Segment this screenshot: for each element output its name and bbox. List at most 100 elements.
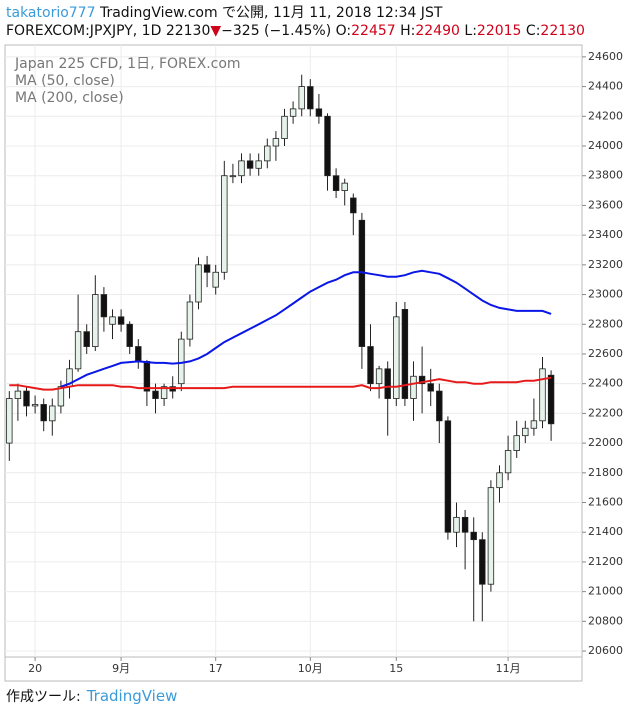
candle-body xyxy=(195,264,202,303)
candle-body xyxy=(504,450,512,474)
y-tick-label: 24600 xyxy=(588,50,623,63)
low-label: L: xyxy=(464,23,477,39)
candle-body xyxy=(461,516,469,533)
header: takatorio777 TradingView.com で公開, 11月 11… xyxy=(6,4,630,40)
candle-body xyxy=(135,346,142,362)
candle-body xyxy=(384,368,391,399)
y-tick-label: 22000 xyxy=(588,436,623,449)
x-tick-label: 10月 xyxy=(298,662,323,675)
y-tick-label: 22400 xyxy=(588,377,623,390)
candle-body xyxy=(522,427,529,437)
footer: 作成ツール: TradingView xyxy=(6,686,177,706)
candle-body xyxy=(6,398,13,444)
candle-body xyxy=(410,375,417,399)
candle-body xyxy=(186,301,194,340)
candle-body xyxy=(341,182,348,191)
ma-line xyxy=(9,376,552,391)
candle-body xyxy=(178,338,185,385)
symbol: FOREXCOM:JPXJPY, 1D xyxy=(6,23,162,39)
candle-body xyxy=(109,316,116,325)
candle-body xyxy=(358,219,366,347)
candle-body xyxy=(74,331,82,370)
x-axis-frame xyxy=(4,656,583,682)
candle-body xyxy=(272,138,280,147)
high: 22490 xyxy=(415,23,460,39)
candle-body xyxy=(281,115,288,139)
candle-body xyxy=(444,420,452,533)
price: 22130 xyxy=(165,23,211,39)
y-tick-label: 23800 xyxy=(588,169,623,182)
candle-body xyxy=(117,316,125,325)
candle-body xyxy=(487,487,495,585)
candle-body xyxy=(470,531,477,541)
candle-body xyxy=(315,108,323,117)
y-tick-label: 21200 xyxy=(588,555,623,568)
candle-body xyxy=(539,368,546,422)
candle-body xyxy=(23,390,30,407)
y-tick-label: 22800 xyxy=(588,317,623,330)
y-tick-label: 21400 xyxy=(588,525,623,538)
candle-body xyxy=(152,390,159,399)
candle-body xyxy=(255,160,262,169)
ma-line xyxy=(60,269,552,388)
high-label: H: xyxy=(400,23,416,39)
candle-body xyxy=(289,108,297,117)
y-tick-label: 22200 xyxy=(588,406,623,419)
legend-entry: MA (50, close) xyxy=(15,73,115,89)
close: 22130 xyxy=(540,23,585,39)
candle-body xyxy=(31,404,39,407)
candle-body xyxy=(203,264,211,273)
arrow: ▼ xyxy=(210,23,222,39)
plot-frame xyxy=(4,44,583,658)
chart: 20600 20800 21000 21200 21400 21600 21800 22000… xyxy=(4,44,623,682)
header-line-1: takatorio777 TradingView.com で公開, 11月 11… xyxy=(6,4,630,22)
candle-body xyxy=(229,175,237,178)
candle-body xyxy=(393,316,400,399)
author: takatorio777 xyxy=(6,5,96,21)
close-label: C: xyxy=(525,23,541,39)
change: −325 (−1.45%) xyxy=(221,23,332,39)
candle-body xyxy=(57,386,65,407)
candle-body xyxy=(143,360,151,392)
header-line-2: FOREXCOM:JPXJPY, 1D 22130▼−325 (−1.45%) … xyxy=(6,22,630,40)
y-tick-label: 22600 xyxy=(588,347,623,360)
x-tick-label: 9月 xyxy=(112,662,130,675)
legend-title: Japan 225 CFD, 1日, FOREX.com xyxy=(14,56,241,72)
candle-body xyxy=(547,374,555,425)
low: 22015 xyxy=(476,23,522,39)
open: 22457 xyxy=(351,23,396,39)
brand[interactable]: TradingView xyxy=(86,687,178,705)
candle-body xyxy=(126,323,133,347)
x-tick-label: 15 xyxy=(389,662,403,675)
y-tick-label: 20800 xyxy=(588,614,623,627)
candle-body xyxy=(350,197,357,214)
y-tick-label: 24200 xyxy=(588,109,623,122)
candle-body xyxy=(427,383,434,392)
candle-body xyxy=(332,175,340,191)
candle-body xyxy=(238,160,245,177)
x-tick-label: 17 xyxy=(209,662,223,675)
candle-body xyxy=(83,331,90,347)
y-tick-label: 24000 xyxy=(588,139,623,152)
legend-entry: MA (200, close) xyxy=(15,90,124,106)
candle-body xyxy=(479,539,486,585)
published: TradingView.com で公開, 11月 11, 2018 12:34 … xyxy=(99,5,443,21)
candle-body xyxy=(401,309,409,399)
candle-body xyxy=(92,294,99,347)
y-tick-label: 23400 xyxy=(588,228,623,241)
y-tick-label: 21600 xyxy=(588,496,623,509)
open-label: O: xyxy=(335,23,352,39)
x-tick-label: 11月 xyxy=(496,662,521,675)
y-tick-label: 21000 xyxy=(588,585,623,598)
y-tick-label: 23000 xyxy=(588,288,623,301)
candle-body xyxy=(298,86,305,110)
candle-body xyxy=(100,294,108,318)
y-tick-label: 24400 xyxy=(588,80,623,93)
y-tick-label: 20600 xyxy=(588,644,623,657)
candle-body xyxy=(264,145,271,162)
candle-body xyxy=(418,375,426,385)
candle-body xyxy=(40,404,47,422)
candle-body xyxy=(212,271,219,288)
candle-body xyxy=(160,386,168,399)
